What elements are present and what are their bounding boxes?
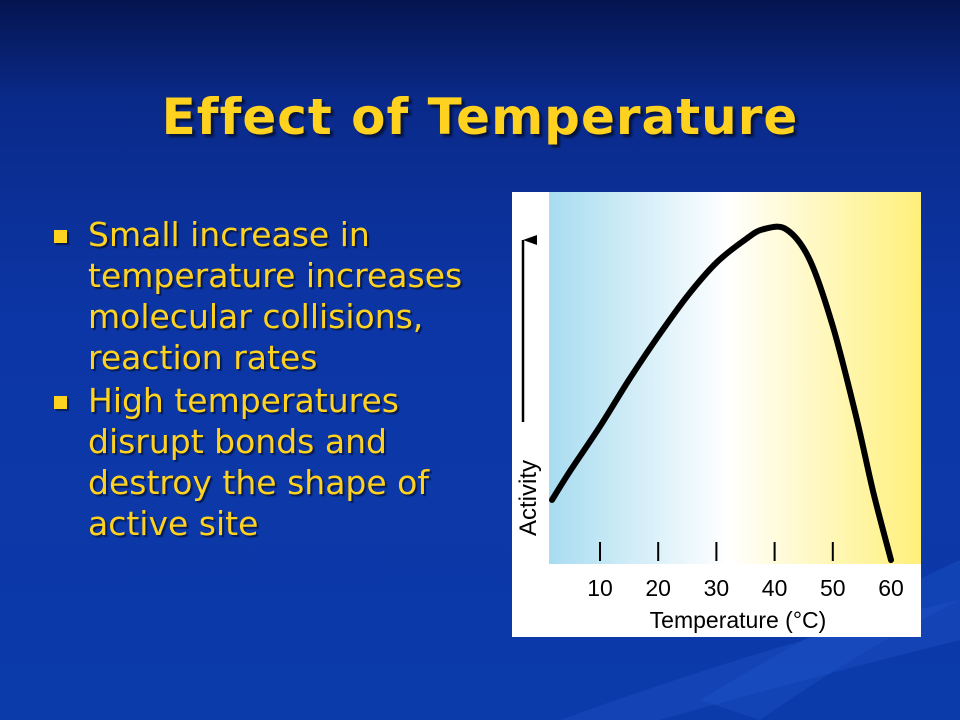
- x-tick-label: 30: [704, 575, 730, 601]
- x-tick-label: 20: [645, 575, 671, 601]
- bullet-list: Small increase in temperature increases …: [50, 214, 490, 546]
- bullet-text: Small increase in temperature increases …: [88, 215, 463, 377]
- bullet-text: High temperatures disrupt bonds and dest…: [88, 381, 429, 543]
- chart-plot-background: [549, 192, 921, 564]
- x-tick-label-group: 10 20 30 40 50 60: [587, 575, 904, 601]
- square-bullet-icon: [54, 396, 67, 409]
- bullet-item: Small increase in temperature increases …: [50, 214, 490, 378]
- activity-curve: [549, 223, 894, 563]
- temperature-activity-chart: Activity 10 20 30 40 50 60 Temperature (°C): [512, 192, 921, 637]
- slide-title: Effect of Temperature: [161, 88, 799, 146]
- bullet-item: High temperatures disrupt bonds and dest…: [50, 380, 490, 544]
- square-bullet-icon: [54, 230, 67, 243]
- x-tick-label: 40: [762, 575, 788, 601]
- x-tick-group: [599, 542, 834, 561]
- chart-svg: Activity 10 20 30 40 50 60 Temperature (°C): [515, 192, 921, 633]
- x-tick-label: 50: [820, 575, 846, 601]
- x-tick-label: 60: [878, 575, 904, 601]
- x-axis-label: Temperature (°C): [650, 607, 827, 633]
- x-tick-label: 10: [587, 575, 613, 601]
- y-axis-label: Activity: [515, 460, 542, 536]
